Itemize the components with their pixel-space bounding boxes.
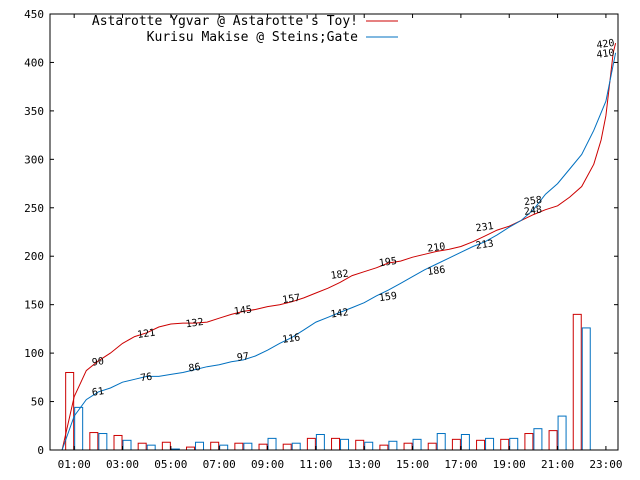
hourly-bar	[89, 432, 99, 451]
hourly-bar	[137, 442, 147, 451]
hourly-bar	[524, 433, 534, 451]
hourly-bar	[282, 443, 292, 451]
x-tick-label: 23:00	[589, 458, 622, 471]
hourly-bar	[557, 415, 567, 451]
x-tick-label: 05:00	[154, 458, 187, 471]
hourly-bar	[161, 441, 171, 451]
series-line	[61, 52, 617, 451]
y-tick-label: 50	[31, 396, 44, 409]
data-label: 90	[91, 356, 104, 369]
data-label: 213	[475, 238, 494, 251]
x-tick-label: 13:00	[348, 458, 381, 471]
hourly-bar	[364, 441, 374, 451]
hourly-bar	[98, 433, 108, 451]
data-label: 159	[378, 291, 397, 304]
hourly-bar	[451, 438, 461, 451]
data-label: 231	[475, 221, 494, 234]
data-label: 121	[137, 328, 156, 341]
data-label: 157	[282, 293, 301, 306]
data-label: 97	[236, 351, 249, 364]
data-label: 76	[140, 372, 153, 385]
hourly-bar	[210, 441, 220, 451]
data-label: 132	[185, 317, 204, 330]
lines-layer	[61, 42, 617, 451]
hourly-bar	[572, 313, 582, 451]
y-tick-label: 300	[24, 153, 44, 166]
hourly-bar	[355, 439, 365, 451]
data-label: 195	[378, 256, 397, 269]
data-label: 248	[523, 205, 542, 218]
hourly-bar	[388, 440, 398, 451]
y-tick-label: 200	[24, 250, 44, 263]
hourly-bar	[412, 438, 422, 451]
hourly-bar	[460, 433, 470, 451]
hourly-bar	[379, 444, 389, 451]
hourly-bar	[548, 430, 558, 451]
x-tick-label: 15:00	[396, 458, 429, 471]
hourly-bar	[122, 439, 132, 451]
hourly-bar	[427, 442, 437, 451]
plot-frame	[49, 13, 619, 451]
x-tick-label: 09:00	[251, 458, 284, 471]
data-label: 86	[188, 362, 201, 375]
data-label: 420	[596, 38, 615, 51]
x-tick-label: 21:00	[541, 458, 574, 471]
data-label: 145	[233, 304, 252, 317]
series-line	[61, 42, 617, 451]
y-tick-label: 350	[24, 105, 44, 118]
data-label: 258	[523, 195, 542, 208]
legend-label-2: Kurisu Makise @ Steins;Gate	[147, 30, 358, 45]
data-label: 116	[282, 332, 301, 345]
hourly-bar	[267, 437, 277, 451]
hourly-bar	[306, 437, 316, 451]
hourly-bar	[243, 442, 253, 451]
legend-label-1: Astarotte Ygvar @ Astarotte's Toy!	[92, 14, 358, 29]
hourly-bar	[436, 433, 446, 451]
hourly-bar	[403, 442, 413, 451]
hourly-bar	[500, 438, 510, 451]
data-label: 210	[427, 241, 446, 254]
y-tick-label: 400	[24, 56, 44, 69]
hourly-bar	[581, 327, 591, 451]
hourly-bar	[533, 428, 543, 451]
data-label: 142	[330, 307, 349, 320]
axes-layer: 0 50 100 150 200 250 300 350 400 450 01:00 03:00 05:…	[24, 8, 622, 471]
hourly-bar	[331, 437, 341, 451]
y-tick-label: 250	[24, 202, 44, 215]
y-tick-label: 450	[24, 8, 44, 21]
y-tick-label: 0	[37, 444, 44, 457]
x-tick-label: 07:00	[203, 458, 236, 471]
data-label: 186	[427, 265, 446, 278]
hourly-bar	[476, 439, 486, 451]
data-label: 410	[596, 48, 615, 61]
x-tick-label: 03:00	[106, 458, 139, 471]
x-tick-label: 01:00	[58, 458, 91, 471]
x-tick-label: 11:00	[299, 458, 332, 471]
annotations-layer: 90 121 132 145 157 182 195 210 231 258 420 61 76 86 97…	[91, 38, 615, 399]
legend: Astarotte Ygvar @ Astarotte's Toy! Kuris…	[92, 14, 398, 45]
hourly-bar	[258, 443, 268, 451]
hourly-bar	[291, 442, 301, 451]
hourly-bar	[113, 434, 123, 451]
hourly-bar	[340, 438, 350, 451]
hourly-bar	[234, 442, 244, 451]
hourly-bar	[315, 433, 325, 451]
hourly-bar	[146, 444, 156, 451]
data-label: 182	[330, 268, 349, 281]
hourly-bar	[219, 444, 229, 451]
hourly-bar	[509, 437, 519, 451]
data-label: 61	[91, 386, 104, 399]
y-tick-label: 100	[24, 347, 44, 360]
hourly-bar	[195, 441, 205, 451]
x-tick-label: 17:00	[444, 458, 477, 471]
y-tick-label: 150	[24, 299, 44, 312]
x-tick-label: 19:00	[493, 458, 526, 471]
hourly-bar	[65, 371, 75, 451]
hourly-bar	[485, 437, 495, 451]
